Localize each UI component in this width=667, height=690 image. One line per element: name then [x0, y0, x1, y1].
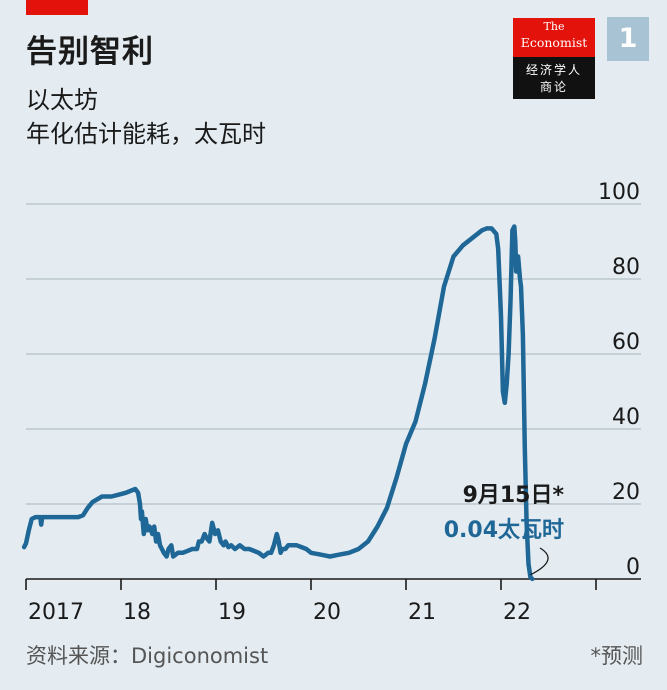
series-line-ethereum [21, 224, 535, 582]
x-tick-label-18: 18 [123, 600, 151, 625]
annotation-value-label: 0.04太瓦时 [444, 518, 564, 543]
axis-layer: 0 20 40 60 80 100 2017 18 19 20 21 22 [25, 180, 641, 625]
x-tick-label-21: 21 [408, 600, 436, 625]
y-tick-label-100: 100 [598, 180, 640, 205]
forecast-note: *预测 [590, 644, 644, 668]
y-tick-label-0: 0 [626, 555, 640, 580]
x-tick-label-19: 19 [218, 600, 246, 625]
y-tick-label-20: 20 [612, 480, 640, 505]
source-note: 资料来源：Digiconomist [26, 644, 269, 668]
logo-text-the: The [543, 20, 565, 33]
x-tick-label-22: 22 [503, 600, 531, 625]
grid-layer [26, 203, 641, 505]
annotation-date-label: 9月15日* [463, 483, 565, 508]
annotation-layer: 9月15日* 0.04太瓦时 [444, 483, 565, 576]
y-tick-label-60: 60 [612, 330, 640, 355]
chart-subtitle-unit: 年化估计能耗，太瓦时 [26, 120, 266, 148]
annotation-leader-line [530, 547, 549, 576]
brand-red-bar [26, 0, 88, 15]
x-tick-label-20: 20 [313, 600, 341, 625]
y-tick-label-40: 40 [612, 405, 640, 430]
chart-title: 告别智利 [26, 34, 154, 70]
logo-text-economist: Economist [520, 35, 588, 50]
y-tick-label-80: 80 [612, 255, 640, 280]
logo-red-block: The Economist [513, 18, 595, 57]
economist-logo: The Economist 经济学人 商论 [513, 18, 595, 99]
chart-subtitle-series: 以太坊 [26, 86, 98, 114]
series-layer [21, 224, 535, 582]
logo-text-cn-1: 经济学人 [525, 63, 582, 77]
logo-text-cn-2: 商论 [539, 80, 568, 94]
x-tick-label-2017: 2017 [28, 600, 84, 625]
chart-number-badge: 1 [607, 17, 649, 61]
